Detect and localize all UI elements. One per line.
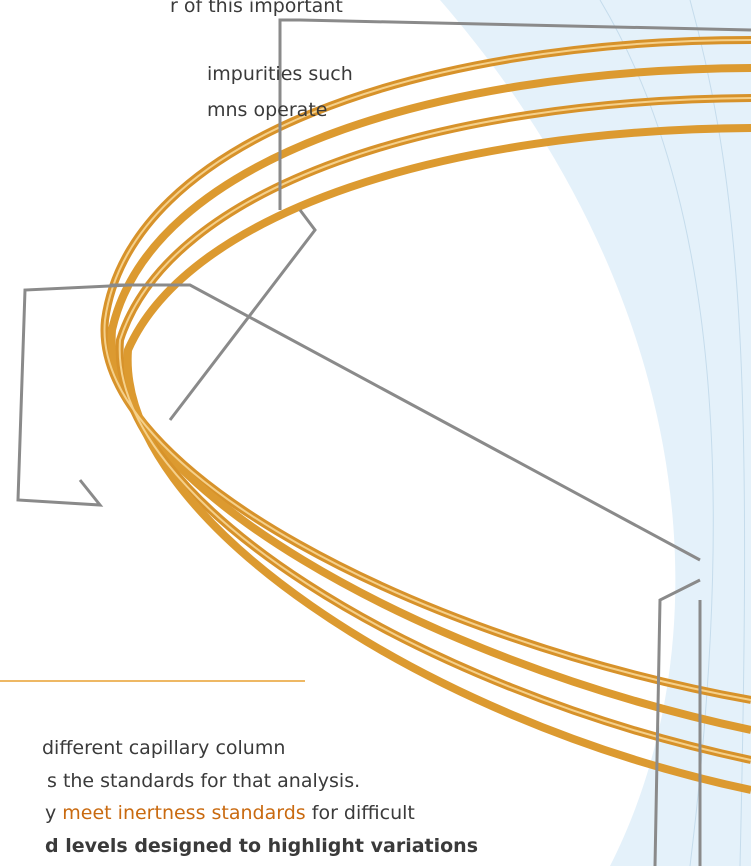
- capillary-column: [100, 36, 751, 794]
- wire-cage: [16, 18, 751, 866]
- panel-line: [599, 0, 714, 866]
- text-line: r of this important: [170, 0, 343, 17]
- emphasis: meet inertness standards: [62, 802, 306, 824]
- blue-panel: [440, 0, 751, 866]
- text-line: different capillary column: [42, 737, 286, 759]
- panel-line: [689, 0, 746, 866]
- text-line: impurities such: [207, 63, 353, 85]
- text-segment: y: [45, 802, 57, 824]
- text-line: y meet inertness standards for difficult: [45, 801, 415, 825]
- text-line: d levels designed to highlight variation…: [45, 835, 479, 857]
- text-segment: for difficult: [311, 802, 415, 824]
- text-line: mns operate: [207, 99, 328, 121]
- text-line: s the standards for that analysis.: [47, 770, 361, 792]
